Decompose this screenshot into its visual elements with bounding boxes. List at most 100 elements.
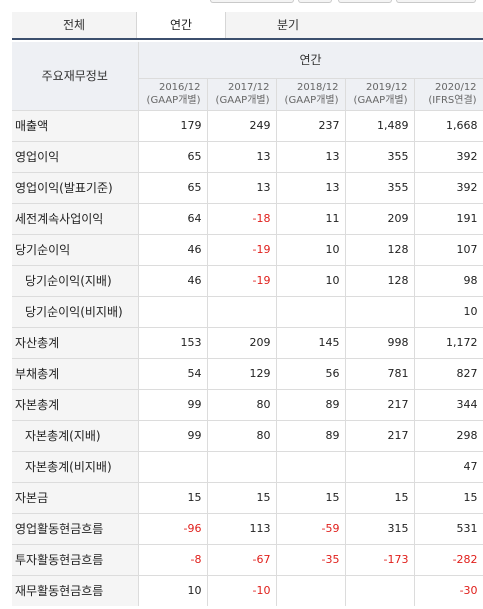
table-row: 세전계속사업이익 64 -18 11 209 191 xyxy=(12,203,483,235)
period-date: 2018/12 xyxy=(296,82,339,93)
value-cell: 153 xyxy=(138,327,208,359)
value-cell xyxy=(276,296,346,328)
value-cell: 10 xyxy=(138,575,208,606)
value-cell: 15 xyxy=(207,482,277,514)
value-cell: 209 xyxy=(345,203,415,235)
financial-summary-table: 주요재무정보 연간 2016/12 (GAAP개별) 2017/12 (GAAP개별)… xyxy=(12,42,483,606)
value-cell: 46 xyxy=(138,234,208,266)
row-label: 자본총계 xyxy=(12,389,139,421)
value-cell: 209 xyxy=(207,327,277,359)
row-label: 부채총계 xyxy=(12,358,139,390)
value-cell: 298 xyxy=(414,420,483,452)
value-cell: -19 xyxy=(207,265,277,297)
row-label: 세전계속사업이익 xyxy=(12,203,139,235)
value-cell: 54 xyxy=(138,358,208,390)
table-row: 부채총계 54 129 56 781 827 xyxy=(12,358,483,390)
value-cell: 392 xyxy=(414,172,483,204)
table-row: 재무활동현금흐름 10 -10 -30 xyxy=(12,575,483,606)
table-row: 영업이익(발표기준) 65 13 13 355 392 xyxy=(12,172,483,204)
period-tabs: 전체 연간 분기 xyxy=(12,12,483,40)
toolbar-button-fragment[interactable] xyxy=(298,0,332,3)
period-date: 2020/12 xyxy=(435,82,477,93)
value-cell xyxy=(345,575,415,606)
value-cell: 56 xyxy=(276,358,346,390)
value-cell: 315 xyxy=(345,513,415,545)
value-cell: -8 xyxy=(138,544,208,576)
value-cell: 89 xyxy=(276,389,346,421)
period-date: 2017/12 xyxy=(227,82,270,93)
table-row: 투자활동현금흐름 -8 -67 -35 -173 -282 xyxy=(12,544,483,576)
row-label: 자본총계(지배) xyxy=(12,420,139,452)
table-row: 자산총계 153 209 145 998 1,172 xyxy=(12,327,483,359)
table-row: 자본총계(비지배) 47 xyxy=(12,451,483,483)
row-label: 자본금 xyxy=(12,482,139,514)
value-cell: 1,489 xyxy=(345,110,415,142)
table-row: 자본총계(지배) 99 80 89 217 298 xyxy=(12,420,483,452)
value-cell: -282 xyxy=(414,544,483,576)
toolbar-button-fragment[interactable] xyxy=(338,0,392,3)
value-cell: 355 xyxy=(345,141,415,173)
value-cell: 355 xyxy=(345,172,415,204)
value-cell: 113 xyxy=(207,513,277,545)
value-cell xyxy=(276,575,346,606)
value-cell: 344 xyxy=(414,389,483,421)
table-row: 영업이익 65 13 13 355 392 xyxy=(12,141,483,173)
toolbar-button-fragment[interactable] xyxy=(210,0,294,3)
value-cell: 531 xyxy=(414,513,483,545)
value-cell: 80 xyxy=(207,420,277,452)
value-cell: 392 xyxy=(414,141,483,173)
tab-all[interactable]: 전체 xyxy=(62,18,86,32)
value-cell: -18 xyxy=(207,203,277,235)
value-cell: 98 xyxy=(414,265,483,297)
table-row: 당기순이익 46 -19 10 128 107 xyxy=(12,234,483,266)
value-cell: -19 xyxy=(207,234,277,266)
period-basis: (IFRS연결) xyxy=(428,95,477,106)
value-cell: 1,172 xyxy=(414,327,483,359)
period-basis: (GAAP개별) xyxy=(284,95,339,106)
value-cell: 10 xyxy=(276,265,346,297)
row-label: 당기순이익(지배) xyxy=(12,265,139,297)
value-cell: 10 xyxy=(414,296,483,328)
value-cell: 13 xyxy=(276,141,346,173)
value-cell: -96 xyxy=(138,513,208,545)
row-label: 당기순이익 xyxy=(12,234,139,266)
row-label: 영업활동현금흐름 xyxy=(12,513,139,545)
value-cell: -10 xyxy=(207,575,277,606)
value-cell: 10 xyxy=(276,234,346,266)
top-toolbar-fragment xyxy=(0,0,483,5)
value-cell: 217 xyxy=(345,389,415,421)
value-cell: 13 xyxy=(207,141,277,173)
table-row: 영업활동현금흐름 -96 113 -59 315 531 xyxy=(12,513,483,545)
period-basis: (GAAP개별) xyxy=(215,95,270,106)
row-label: 매출액 xyxy=(12,110,139,142)
value-cell xyxy=(207,296,277,328)
toolbar-button-fragment[interactable] xyxy=(396,0,476,3)
value-cell: 47 xyxy=(414,451,483,483)
period-header: 2016/12 (GAAP개별) xyxy=(138,78,208,111)
tab-annual[interactable]: 연간 xyxy=(136,12,226,38)
table-row: 당기순이익(지배) 46 -19 10 128 98 xyxy=(12,265,483,297)
value-cell: 249 xyxy=(207,110,277,142)
period-basis: (GAAP개별) xyxy=(146,95,201,106)
table-row: 자본총계 99 80 89 217 344 xyxy=(12,389,483,421)
tab-quarterly[interactable]: 분기 xyxy=(276,18,300,32)
row-label: 영업이익(발표기준) xyxy=(12,172,139,204)
period-date: 2016/12 xyxy=(158,82,201,93)
table-row: 당기순이익(비지배) 10 xyxy=(12,296,483,328)
value-cell: 65 xyxy=(138,172,208,204)
value-cell xyxy=(138,451,208,483)
period-header: 2019/12 (GAAP개별) xyxy=(345,78,415,111)
value-cell: 15 xyxy=(276,482,346,514)
period-header: 2018/12 (GAAP개별) xyxy=(276,78,346,111)
value-cell: 80 xyxy=(207,389,277,421)
value-cell: 11 xyxy=(276,203,346,235)
value-cell: 15 xyxy=(138,482,208,514)
value-cell: 128 xyxy=(345,234,415,266)
value-cell: -67 xyxy=(207,544,277,576)
row-label: 영업이익 xyxy=(12,141,139,173)
value-cell: 65 xyxy=(138,141,208,173)
value-cell: -30 xyxy=(414,575,483,606)
value-cell: 13 xyxy=(276,172,346,204)
row-label: 투자활동현금흐름 xyxy=(12,544,139,576)
table-row: 자본금 15 15 15 15 15 xyxy=(12,482,483,514)
